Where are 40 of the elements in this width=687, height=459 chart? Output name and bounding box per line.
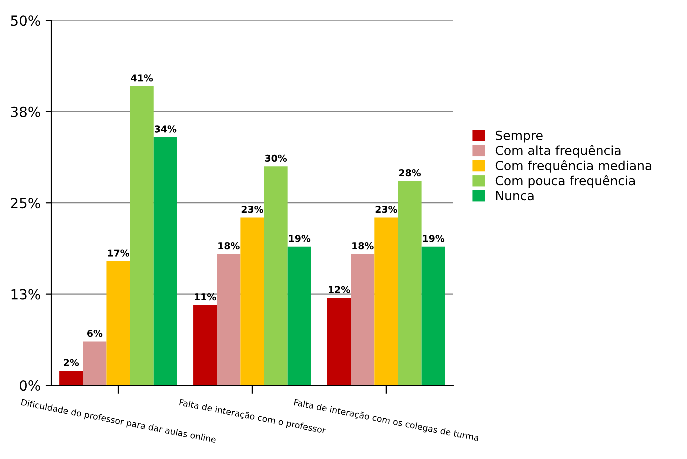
bar [374,218,398,386]
bar [240,218,264,386]
bar [106,261,130,386]
data-label: 11% [195,294,216,301]
bar [217,254,241,386]
y-tick-label: 0% [20,380,40,392]
legend-label: Com frequência mediana [496,160,652,173]
y-tick-label: 38% [11,106,40,118]
legend-label: Nunca [496,191,534,201]
data-label: 23% [242,206,264,214]
legend-label: Sempre [496,130,543,143]
bar [154,137,178,386]
bar [351,254,375,386]
y-tick-label: 50% [11,16,40,26]
legend-label: Com pouca frequência [496,175,636,188]
bar [398,181,422,386]
legend-label: Com alta frequência [496,145,621,158]
bar [83,342,107,386]
bar [194,305,218,386]
bar [288,246,312,386]
bar [327,298,352,386]
data-label: 30% [265,154,288,162]
data-label: 19% [423,235,445,242]
data-label: 12% [329,286,350,294]
data-label: 28% [399,169,422,177]
data-label: 23% [376,206,398,214]
data-label: 41% [131,74,154,82]
data-label: 19% [289,235,311,242]
y-tick-label: 25% [11,198,40,209]
bar [130,86,154,386]
data-label: 34% [154,126,177,133]
y-tick-label: 13% [12,289,40,300]
data-label: 18% [218,242,240,250]
bar [422,246,446,386]
bar [264,166,288,386]
data-label: 18% [352,242,374,250]
data-label: 2% [64,359,80,366]
data-label: 17% [108,250,130,257]
bar [60,370,84,386]
data-label: 6% [88,330,103,338]
